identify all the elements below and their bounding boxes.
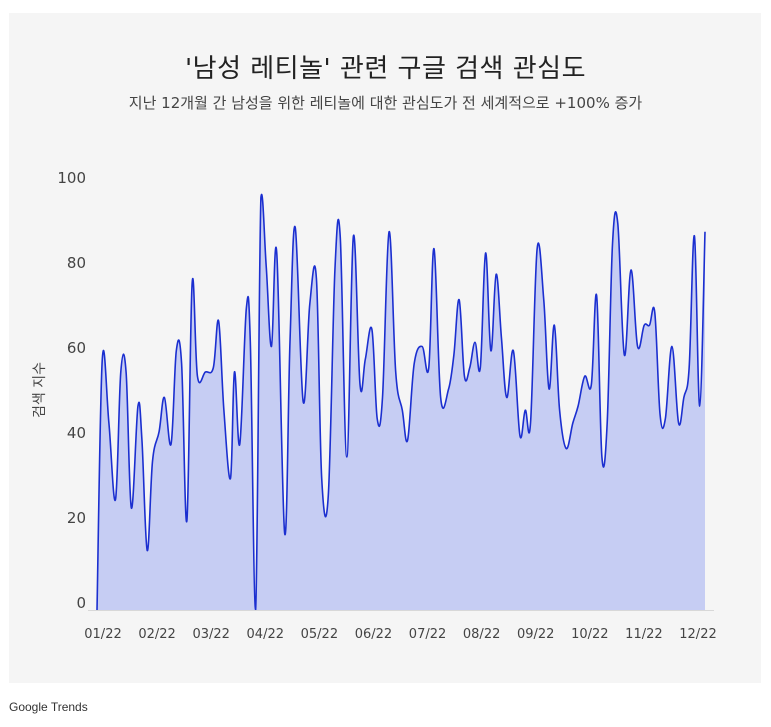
x-tick-label: 06/22 bbox=[355, 627, 392, 642]
x-tick-label: 07/22 bbox=[409, 627, 446, 642]
chart-title: '남성 레티놀' 관련 구글 검색 관심도 bbox=[185, 54, 586, 84]
area-fill bbox=[97, 194, 705, 610]
x-tick-label: 10/22 bbox=[571, 627, 608, 642]
chart-subtitle: 지난 12개월 간 남성을 위한 레티놀에 대한 관심도가 전 세계적으로 +1… bbox=[128, 94, 643, 112]
x-tick-label: 09/22 bbox=[517, 627, 554, 642]
x-tick-label: 08/22 bbox=[463, 627, 500, 642]
x-tick-label: 01/22 bbox=[84, 627, 121, 642]
y-tick-label: 60 bbox=[67, 339, 86, 357]
y-tick-label: 100 bbox=[57, 169, 86, 187]
x-tick-label: 12/22 bbox=[679, 627, 716, 642]
y-tick-label: 80 bbox=[67, 254, 86, 272]
y-tick-label: 20 bbox=[67, 509, 86, 527]
x-tick-label: 03/22 bbox=[192, 627, 229, 642]
series-line bbox=[96, 193, 706, 611]
y-axis-label: 검색 지수 bbox=[32, 362, 48, 418]
y-tick-label: 40 bbox=[67, 424, 86, 442]
x-tick-label: 11/22 bbox=[625, 627, 662, 642]
x-tick-label: 04/22 bbox=[247, 627, 284, 642]
x-tick-label: 02/22 bbox=[138, 627, 175, 642]
source-label: Google Trends bbox=[9, 700, 88, 714]
x-tick-label: 05/22 bbox=[301, 627, 338, 642]
y-tick-label: 0 bbox=[76, 594, 86, 612]
